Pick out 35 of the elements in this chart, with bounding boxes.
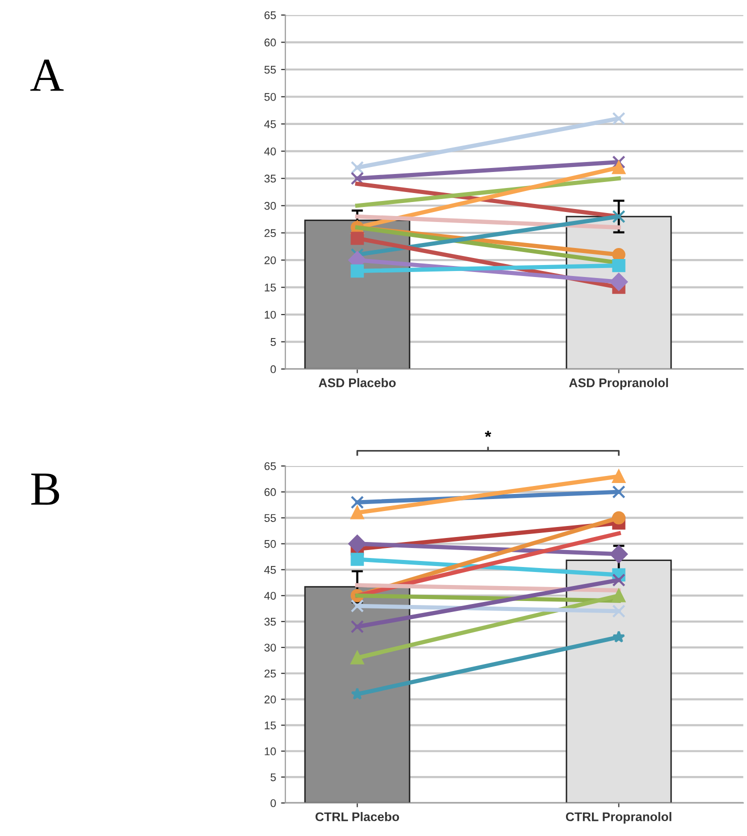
- y-tick-label: 50: [264, 540, 276, 548]
- y-tick-label: 10: [264, 747, 276, 756]
- x-tick-label: CTRL Propranolol: [566, 812, 672, 824]
- y-tick-label: 45: [264, 120, 276, 128]
- y-tick-label: 45: [264, 566, 276, 574]
- y-tick-label: 60: [264, 488, 276, 496]
- y-tick-label: 25: [264, 670, 276, 678]
- y-tick-label: 0: [270, 799, 276, 808]
- y-tick-label: 5: [270, 338, 276, 346]
- y-tick-label: 20: [264, 256, 276, 264]
- x-tick-label: ASD Propranolol: [569, 378, 668, 390]
- text: B: [31, 474, 60, 505]
- x-tick-label: CTRL Placebo: [316, 812, 400, 822]
- y-tick-label: 40: [264, 592, 276, 600]
- y-tick-label: 25: [264, 229, 276, 238]
- y-tick-label: 55: [264, 514, 276, 522]
- y-tick-label: 50: [264, 93, 276, 101]
- y-tick-label: 15: [264, 284, 276, 292]
- y-tick-label: 65: [264, 11, 276, 20]
- y-tick-label: 0: [270, 365, 276, 374]
- x-tick-label: ASD Placebo: [318, 378, 396, 388]
- y-tick-label: 15: [264, 722, 276, 730]
- y-tick-label: 40: [264, 147, 276, 156]
- y-tick-label: 10: [264, 310, 276, 319]
- y-tick-label: 35: [264, 618, 276, 626]
- y-tick-label: 5: [270, 773, 276, 782]
- y-tick-label: 20: [264, 696, 276, 704]
- y-tick-label: 60: [264, 38, 276, 46]
- text: A: [30, 60, 64, 91]
- y-tick-label: 35: [264, 174, 276, 183]
- text: *: [484, 430, 492, 438]
- y-tick-label: 30: [264, 644, 276, 652]
- y-tick-label: 55: [264, 66, 276, 74]
- y-tick-label: 65: [264, 462, 276, 470]
- y-tick-label: 30: [264, 202, 276, 210]
